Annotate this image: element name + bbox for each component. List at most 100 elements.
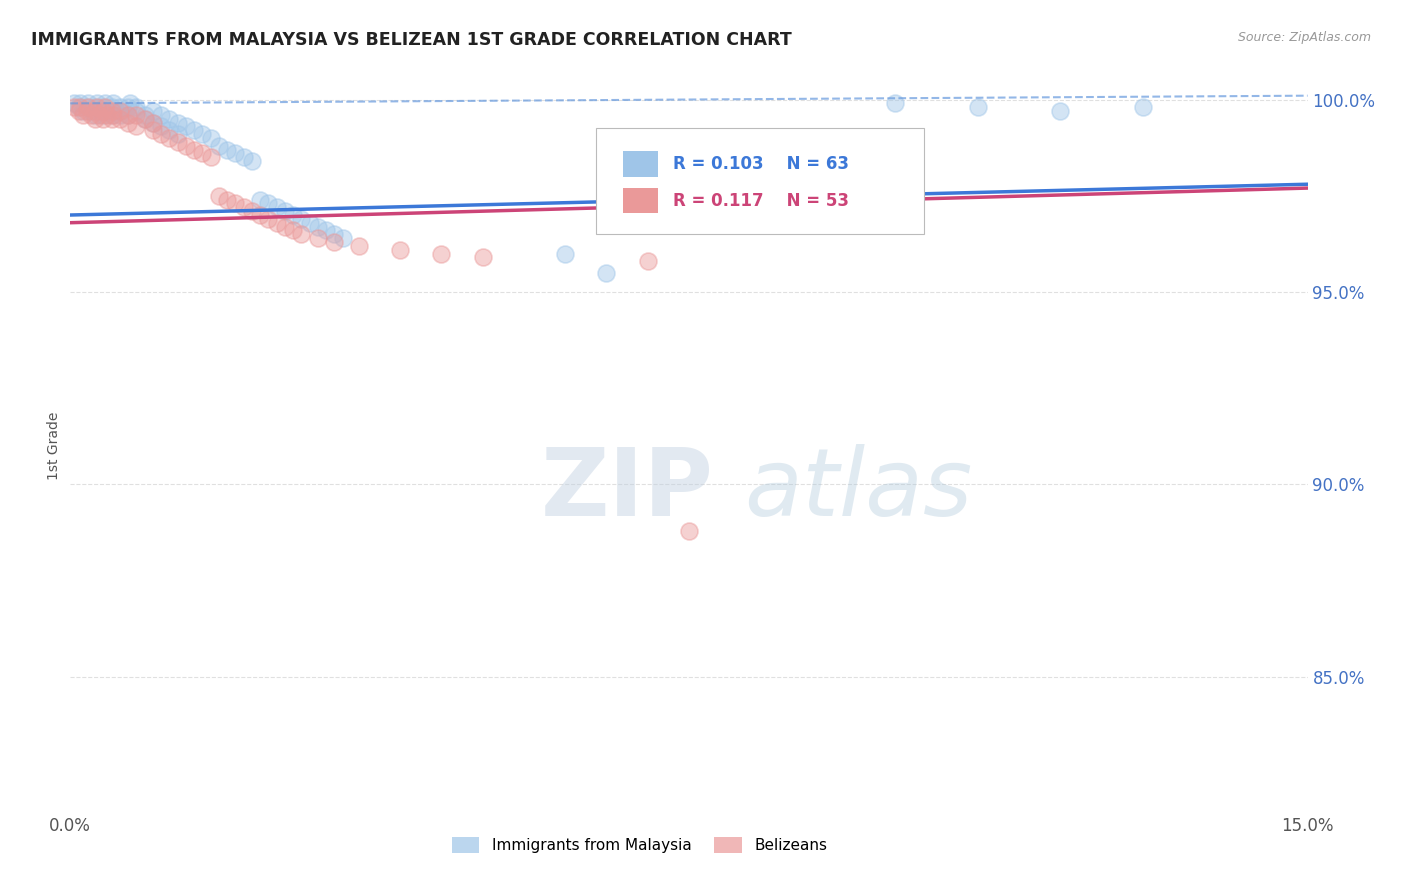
Point — [1132, 100, 1154, 114]
Point — [125, 100, 148, 114]
Point — [72, 108, 94, 122]
Point — [215, 143, 238, 157]
Point — [103, 108, 125, 122]
Point — [86, 100, 108, 114]
Point — [89, 108, 111, 122]
Point — [183, 143, 205, 157]
Point — [104, 104, 127, 119]
Point — [157, 131, 180, 145]
Point — [637, 254, 659, 268]
Point — [430, 246, 453, 260]
Y-axis label: 1st Grade: 1st Grade — [48, 412, 62, 480]
Point — [96, 104, 118, 119]
Point — [84, 104, 107, 119]
Point — [91, 112, 114, 126]
Point — [108, 108, 131, 122]
Point — [249, 193, 271, 207]
Point — [67, 104, 90, 119]
Point — [134, 112, 156, 126]
Point — [89, 104, 111, 119]
Point — [191, 146, 214, 161]
Point — [191, 127, 214, 141]
Point — [63, 96, 86, 111]
Point — [166, 135, 188, 149]
Point — [200, 150, 222, 164]
Point — [200, 131, 222, 145]
Point — [554, 246, 576, 260]
Point — [281, 208, 304, 222]
Point — [884, 96, 907, 111]
Point — [150, 108, 173, 122]
Point — [100, 104, 122, 119]
Point — [110, 104, 132, 119]
Point — [208, 138, 231, 153]
Point — [174, 120, 197, 134]
Point — [125, 104, 148, 119]
Point — [307, 231, 329, 245]
Point — [84, 100, 107, 114]
Point — [249, 208, 271, 222]
Point — [150, 127, 173, 141]
Text: Source: ZipAtlas.com: Source: ZipAtlas.com — [1237, 31, 1371, 45]
Point — [142, 115, 165, 129]
Point — [117, 108, 139, 122]
Point — [323, 227, 346, 242]
Point — [117, 115, 139, 129]
Point — [678, 524, 700, 538]
Point — [96, 108, 118, 122]
Point — [157, 112, 180, 126]
Point — [215, 193, 238, 207]
Point — [332, 231, 354, 245]
Point — [134, 108, 156, 122]
Point — [150, 120, 173, 134]
Point — [142, 115, 165, 129]
Point — [94, 100, 117, 114]
Point — [76, 104, 98, 119]
Point — [966, 100, 988, 114]
Point — [69, 100, 91, 114]
Point — [77, 96, 100, 111]
Point — [298, 216, 321, 230]
Point — [63, 100, 86, 114]
Point — [117, 108, 139, 122]
Point — [307, 219, 329, 234]
Point — [389, 243, 412, 257]
Point — [257, 211, 280, 226]
Point — [86, 96, 108, 111]
Point — [134, 112, 156, 126]
Text: ZIP: ZIP — [540, 444, 713, 536]
Point — [108, 112, 131, 126]
Point — [125, 108, 148, 122]
Point — [240, 154, 263, 169]
Point — [166, 127, 188, 141]
Point — [232, 150, 254, 164]
Point — [72, 104, 94, 119]
Point — [315, 223, 337, 237]
Point — [208, 188, 231, 202]
Point — [274, 204, 297, 219]
Point — [67, 100, 90, 114]
Point — [91, 104, 114, 119]
Point — [69, 96, 91, 111]
Legend: Immigrants from Malaysia, Belizeans: Immigrants from Malaysia, Belizeans — [446, 830, 834, 859]
Point — [77, 100, 100, 114]
Point — [80, 104, 103, 119]
Point — [266, 200, 288, 214]
Text: atlas: atlas — [745, 444, 973, 535]
Point — [157, 123, 180, 137]
Point — [290, 227, 312, 242]
Point — [224, 146, 246, 161]
Point — [84, 108, 107, 122]
Point — [117, 100, 139, 114]
Point — [257, 196, 280, 211]
Text: R = 0.103    N = 63: R = 0.103 N = 63 — [673, 155, 849, 173]
Point — [84, 112, 107, 126]
Point — [91, 100, 114, 114]
FancyBboxPatch shape — [623, 152, 658, 177]
Point — [100, 100, 122, 114]
Text: R = 0.117    N = 53: R = 0.117 N = 53 — [673, 192, 849, 210]
Point — [80, 108, 103, 122]
Point — [240, 204, 263, 219]
Point — [142, 123, 165, 137]
Point — [1049, 104, 1071, 119]
